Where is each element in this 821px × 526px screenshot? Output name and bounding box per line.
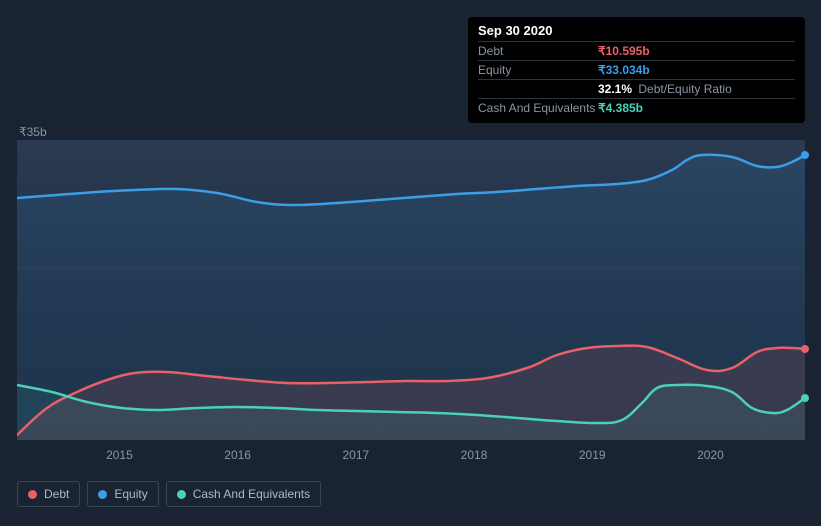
tooltip-date: Sep 30 2020 [478,23,795,41]
legend-item[interactable]: Equity [87,481,158,507]
x-axis-tick: 2019 [579,448,606,462]
x-axis-tick: 2020 [697,448,724,462]
tooltip-equity-label: Equity [478,63,598,77]
legend: Debt Equity Cash And Equivalents [17,481,321,507]
x-axis-tick: 2015 [106,448,133,462]
tooltip-cash-value: ₹4.385b [598,101,643,115]
legend-item[interactable]: Debt [17,481,80,507]
x-axis: 2015 2016 2017 2018 2019 2020 [17,448,805,468]
tooltip-debt-label: Debt [478,44,598,58]
y-axis-label: ₹35b [19,125,47,139]
x-axis-tick: 2016 [224,448,251,462]
cash-end-marker [801,394,809,402]
debt-end-marker [801,345,809,353]
tooltip-debt-value: ₹10.595b [598,44,650,58]
tooltip-equity-value: ₹33.034b [598,63,650,77]
tooltip-cash-label: Cash And Equivalents [478,101,598,115]
equity-end-marker [801,151,809,159]
tooltip-ratio-label: Debt/Equity Ratio [638,82,731,96]
chart-svg [17,140,805,440]
tooltip-ratio-value: 32.1% [598,82,632,96]
tooltip-ratio: 32.1% Debt/Equity Ratio [598,82,732,96]
chart-container[interactable] [17,140,805,440]
legend-swatch [177,490,186,499]
chart-area[interactable] [17,140,805,440]
data-tooltip: Sep 30 2020 Debt ₹10.595b Equity ₹33.034… [468,17,805,123]
legend-label: Debt [44,487,69,501]
legend-swatch [98,490,107,499]
tooltip-empty-label [478,82,598,96]
legend-item[interactable]: Cash And Equivalents [166,481,321,507]
legend-label: Cash And Equivalents [193,487,310,501]
x-axis-tick: 2018 [461,448,488,462]
x-axis-tick: 2017 [342,448,369,462]
legend-swatch [28,490,37,499]
legend-label: Equity [114,487,147,501]
